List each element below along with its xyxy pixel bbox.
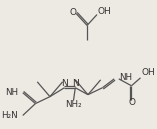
- Text: NH: NH: [5, 88, 18, 97]
- Text: OH: OH: [97, 7, 111, 16]
- Text: NH₂: NH₂: [65, 100, 82, 109]
- Text: H₂N: H₂N: [2, 111, 18, 120]
- Text: O: O: [129, 98, 136, 107]
- Text: N: N: [61, 79, 68, 88]
- Text: O: O: [70, 8, 77, 17]
- Text: OH: OH: [142, 68, 156, 77]
- Text: N: N: [72, 79, 79, 88]
- Text: NH: NH: [119, 73, 132, 82]
